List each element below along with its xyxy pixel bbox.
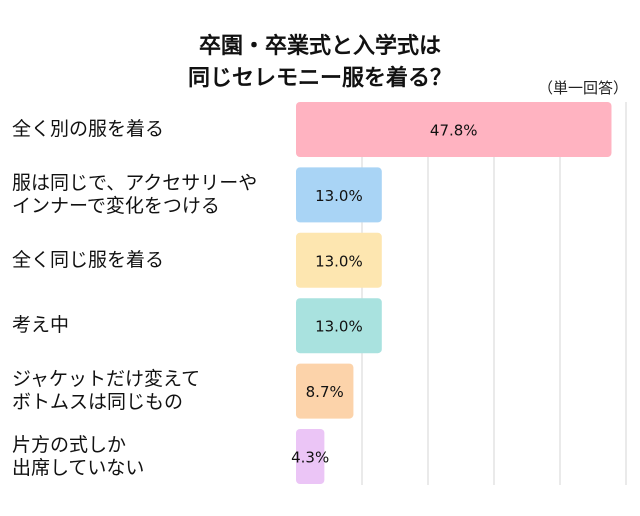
bar <box>296 429 325 484</box>
bar <box>296 102 612 157</box>
category-label: ジャケットだけ変えて ボトムスは同じもの <box>12 368 200 414</box>
category-label-line: 服は同じで、アクセサリーや <box>12 171 258 194</box>
bar <box>296 363 354 419</box>
category-label: 考え中 <box>12 314 69 337</box>
data-label: 13.0% <box>315 252 363 270</box>
category-label: 服は同じで、アクセサリーや インナーで変化をつける <box>12 172 257 218</box>
bar <box>296 232 382 288</box>
bar <box>296 167 382 223</box>
category-label-line: 全く同じ服を着る <box>12 248 165 271</box>
category-label: 全く同じ服を着る <box>12 249 164 272</box>
data-label: 13.0% <box>315 187 363 205</box>
data-label: 4.3% <box>291 449 329 467</box>
category-label-line: インナーで変化をつける <box>12 194 220 217</box>
chart-note: （単一回答） <box>537 79 628 97</box>
category-label-line: ボトムスは同じもの <box>12 391 184 414</box>
data-label: 8.7% <box>306 383 344 401</box>
category-label-line: 考え中 <box>12 314 70 337</box>
bar <box>296 298 382 354</box>
category-label-line: ジャケットだけ変えて <box>12 368 201 391</box>
data-label: 47.8% <box>430 122 478 140</box>
category-label-line: 出席していない <box>12 456 145 479</box>
data-label: 13.0% <box>315 318 363 336</box>
chart-title-line-1: 卒園・卒業式と入学式は <box>198 34 441 59</box>
category-label: 全く別の服を着る <box>12 118 164 141</box>
category-label-line: 片方の式しか <box>12 433 127 456</box>
category-label: 片方の式しか 出席していない <box>12 434 144 480</box>
category-label-line: 全く別の服を着る <box>12 118 165 140</box>
chart-title-line-2: 同じセレモニー服を着る？ <box>187 66 452 91</box>
